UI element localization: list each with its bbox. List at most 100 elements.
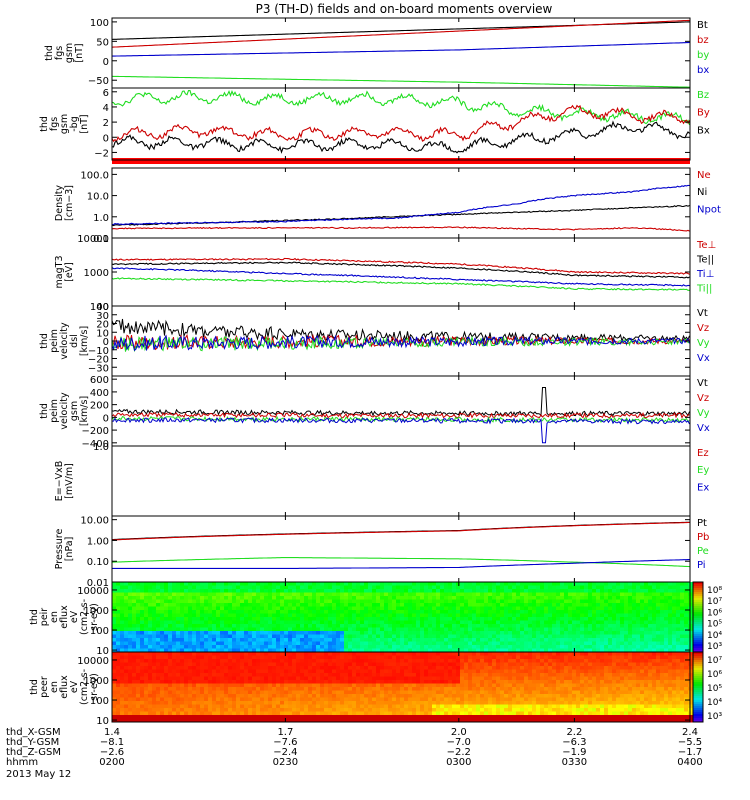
heatmap-cell bbox=[156, 694, 161, 698]
heatmap-cell bbox=[172, 690, 177, 695]
heatmap-cell bbox=[640, 582, 645, 586]
heatmap-cell bbox=[284, 634, 289, 639]
heatmap-cell bbox=[636, 613, 641, 618]
heatmap-cell bbox=[588, 585, 593, 590]
heatmap-cell bbox=[228, 659, 233, 663]
heatmap-cell bbox=[124, 673, 129, 677]
heatmap-cell bbox=[180, 704, 185, 709]
heatmap-cell bbox=[212, 687, 217, 691]
heatmap-cell bbox=[228, 613, 233, 618]
heatmap-cell bbox=[336, 669, 341, 674]
heatmap-cell bbox=[332, 613, 337, 618]
heatmap-cell bbox=[432, 690, 437, 695]
heatmap-cell bbox=[500, 582, 505, 586]
heatmap-cell bbox=[412, 676, 417, 681]
heatmap-cell bbox=[224, 648, 229, 653]
heatmap-cell bbox=[620, 596, 625, 600]
y-axis-label-line: peim bbox=[49, 399, 60, 423]
heatmap-cell bbox=[396, 620, 401, 625]
heatmap-cell bbox=[644, 585, 649, 590]
heatmap-cell bbox=[600, 624, 605, 628]
heatmap-cell bbox=[132, 711, 137, 716]
heatmap-cell bbox=[668, 582, 673, 586]
heatmap-cell bbox=[236, 627, 241, 632]
heatmap-cell bbox=[520, 645, 525, 649]
heatmap-cell bbox=[624, 603, 629, 607]
heatmap-cell bbox=[448, 659, 453, 663]
heatmap-cell bbox=[444, 627, 449, 632]
heatmap-cell bbox=[512, 638, 517, 642]
heatmap-cell bbox=[272, 596, 277, 600]
heatmap-cell bbox=[188, 585, 193, 590]
heatmap-cell bbox=[380, 666, 385, 670]
heatmap-cell bbox=[244, 592, 249, 597]
heatmap-cell bbox=[288, 634, 293, 639]
heatmap-cell bbox=[236, 694, 241, 698]
heatmap-cell bbox=[120, 596, 125, 600]
heatmap-cell bbox=[156, 627, 161, 632]
heatmap-cell bbox=[244, 620, 249, 625]
heatmap-cell bbox=[672, 596, 677, 600]
heatmap-cell bbox=[236, 648, 241, 653]
heatmap-cell bbox=[548, 617, 553, 621]
heatmap-cell bbox=[624, 592, 629, 597]
heatmap-cell bbox=[360, 718, 365, 723]
heatmap-cell bbox=[164, 659, 169, 663]
heatmap-cell bbox=[296, 676, 301, 681]
heatmap-cell bbox=[452, 680, 457, 684]
heatmap-cell bbox=[172, 715, 177, 719]
heatmap-cell bbox=[248, 613, 253, 618]
heatmap-cell bbox=[660, 631, 665, 635]
heatmap-cell bbox=[112, 645, 117, 649]
heatmap-cell bbox=[228, 666, 233, 670]
heatmap-cell bbox=[604, 634, 609, 639]
heatmap-cell bbox=[440, 655, 445, 660]
heatmap-cell bbox=[608, 617, 613, 621]
y-axis-label-line: thd bbox=[39, 116, 50, 132]
heatmap-cell bbox=[216, 606, 221, 611]
heatmap-cell bbox=[616, 599, 621, 604]
heatmap-cell bbox=[604, 596, 609, 600]
heatmap-cell bbox=[300, 659, 305, 663]
heatmap-cell bbox=[616, 610, 621, 614]
heatmap-cell bbox=[680, 627, 685, 632]
heatmap-cell bbox=[340, 596, 345, 600]
heatmap-cell bbox=[668, 606, 673, 611]
heatmap-cell bbox=[476, 645, 481, 649]
heatmap-cell bbox=[380, 599, 385, 604]
heatmap-cell bbox=[176, 641, 181, 646]
heatmap-cell bbox=[184, 599, 189, 604]
heatmap-cell bbox=[316, 659, 321, 663]
heatmap-cell bbox=[148, 645, 153, 649]
heatmap-cell bbox=[592, 610, 597, 614]
heatmap-cell bbox=[236, 589, 241, 593]
heatmap-cell bbox=[340, 631, 345, 635]
heatmap-cell bbox=[672, 645, 677, 649]
y-axis-label-line: dsl bbox=[69, 334, 80, 348]
heatmap-cell bbox=[220, 694, 225, 698]
heatmap-cell bbox=[236, 655, 241, 660]
heatmap-cell bbox=[172, 652, 177, 656]
heatmap-cell bbox=[456, 641, 461, 646]
heatmap-cell bbox=[164, 666, 169, 670]
heatmap-cell bbox=[408, 620, 413, 625]
heatmap-cell bbox=[364, 669, 369, 674]
heatmap-cell bbox=[664, 589, 669, 593]
heatmap-cell bbox=[520, 624, 525, 628]
heatmap-cell bbox=[452, 708, 457, 712]
heatmap-cell bbox=[388, 592, 393, 597]
heatmap-cell bbox=[180, 655, 185, 660]
heatmap-cell bbox=[164, 624, 169, 628]
heatmap-cell bbox=[460, 582, 465, 586]
heatmap-cell bbox=[384, 694, 389, 698]
heatmap-cell bbox=[396, 603, 401, 607]
heatmap-cell bbox=[668, 620, 673, 625]
colorbar-tick-label: 10⁸ bbox=[707, 586, 722, 596]
heatmap-cell bbox=[152, 659, 157, 663]
heatmap-cell bbox=[232, 687, 237, 691]
heatmap-cell bbox=[124, 627, 129, 632]
heatmap-cell bbox=[236, 613, 241, 618]
heatmap-cell bbox=[336, 599, 341, 604]
heatmap-cell bbox=[524, 634, 529, 639]
heatmap-cell bbox=[552, 582, 557, 586]
